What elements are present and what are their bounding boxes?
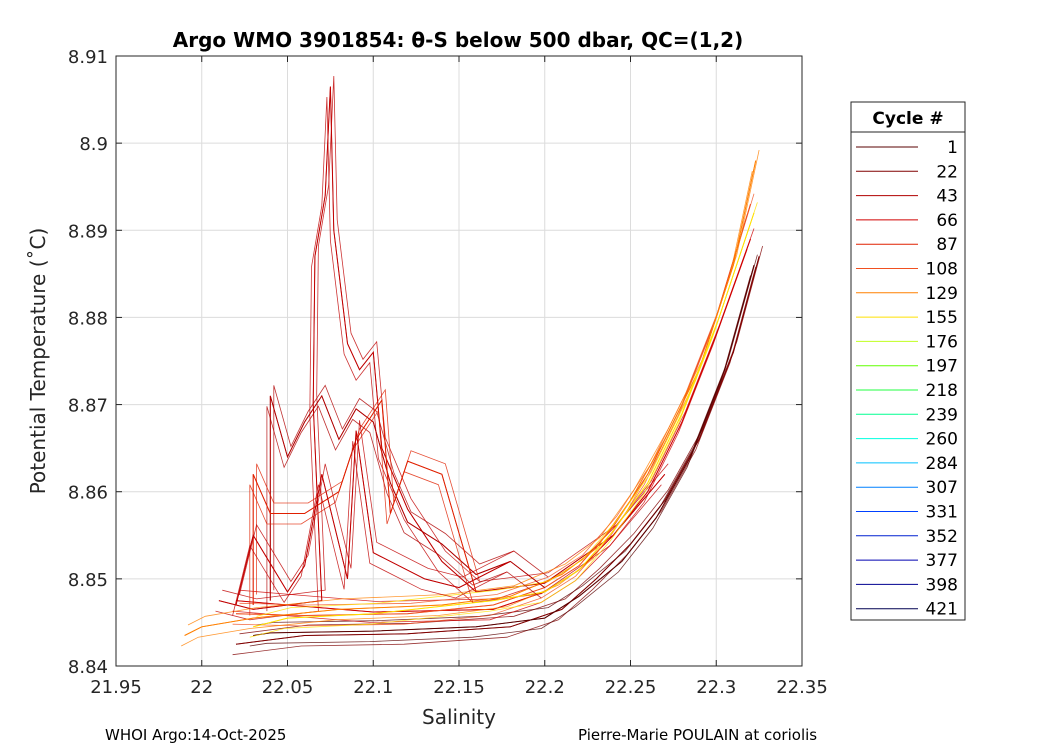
series-line-profile-f-bundle bbox=[253, 212, 755, 628]
x-axis-label: Salinity bbox=[422, 705, 496, 729]
series-line-profile-spike-bundle bbox=[218, 86, 666, 610]
legend-label: 176 bbox=[926, 332, 958, 352]
x-tick-label: 22.35 bbox=[776, 677, 828, 698]
series-line-profile-b-bundle bbox=[253, 264, 755, 636]
series-line-profile-g-bundle bbox=[273, 384, 549, 591]
y-tick-label: 8.88 bbox=[68, 308, 108, 329]
legend-label: 260 bbox=[926, 430, 958, 450]
x-tick-label: 22.25 bbox=[605, 677, 657, 698]
x-tick-label: 22.3 bbox=[696, 677, 736, 698]
x-tick-label: 21.95 bbox=[90, 677, 142, 698]
legend: Cycle # 1 22 43 66 87 108 129 155 176 197 218 239 26… bbox=[850, 101, 966, 621]
legend-label: 66 bbox=[936, 211, 958, 231]
series-line-profile-d-bundle bbox=[232, 214, 748, 627]
legend-label: 129 bbox=[926, 284, 958, 304]
series-line-profile-i-bundle bbox=[235, 430, 511, 606]
series-line-profile-d-bundle bbox=[239, 193, 755, 606]
series-line-profile-b bbox=[253, 264, 755, 636]
legend-label: 352 bbox=[926, 527, 958, 547]
legend-label: 108 bbox=[926, 260, 958, 280]
legend-title: Cycle # bbox=[872, 109, 943, 129]
legend-label: 43 bbox=[936, 187, 958, 207]
y-tick-label: 8.91 bbox=[68, 47, 108, 68]
legend-label: 218 bbox=[926, 381, 958, 401]
series-line-profile-d-bundle bbox=[235, 203, 751, 616]
series-line-profile-i-bundle bbox=[232, 441, 508, 616]
series-line-profile-a-bundle bbox=[235, 256, 760, 645]
y-axis-label: Potential Temperature (˚C) bbox=[26, 228, 50, 495]
legend-box bbox=[850, 101, 966, 621]
legend-label: 398 bbox=[926, 575, 958, 595]
x-tick-label: 22 bbox=[190, 677, 213, 698]
series-line-profile-b-bundle bbox=[249, 275, 751, 647]
legend-label: 331 bbox=[926, 503, 958, 523]
legend-label: 421 bbox=[926, 600, 958, 620]
legend-label: 1 bbox=[947, 138, 958, 158]
legend-label: 155 bbox=[926, 308, 958, 328]
series-line-profile-g-bundle bbox=[269, 395, 545, 601]
series-line-profile-f-bundle bbox=[256, 202, 758, 617]
y-tick-label: 8.87 bbox=[68, 396, 108, 417]
series-line-profile-f-bundle bbox=[249, 223, 751, 638]
y-tick-label: 8.9 bbox=[79, 134, 108, 155]
legend-label: 87 bbox=[936, 235, 958, 255]
y-tick-label: 8.89 bbox=[68, 221, 108, 242]
series-line-profile-spike-bundle bbox=[222, 75, 669, 600]
x-tick-label: 22.2 bbox=[525, 677, 565, 698]
footer-right: Pierre-Marie POULAIN at coriolis bbox=[578, 726, 818, 744]
series-line-profile-a-bundle bbox=[232, 266, 757, 656]
y-tick-label: 8.86 bbox=[68, 483, 108, 504]
legend-label: 284 bbox=[926, 454, 958, 474]
series-line-profile-c-bundle bbox=[232, 249, 748, 623]
series-line-profile-spike-bundle bbox=[215, 96, 662, 621]
chart-title: Argo WMO 3901854: θ-S below 500 dbar, QC… bbox=[173, 28, 743, 52]
x-ticks: 21.95 22 22.05 22.1 22.15 22.2 22.25 22.3 22.35 bbox=[90, 56, 828, 698]
x-tick-label: 22.1 bbox=[353, 677, 393, 698]
series-group bbox=[181, 75, 763, 656]
series-line-profile-b-bundle bbox=[256, 254, 758, 626]
y-ticks: 8.84 8.85 8.86 8.87 8.88 8.89 8.9 8.91 bbox=[68, 47, 802, 678]
legend-label: 22 bbox=[936, 162, 958, 182]
series-line-profile-h-bundle bbox=[256, 388, 480, 595]
x-tick-label: 22.15 bbox=[433, 677, 485, 698]
legend-label: 377 bbox=[926, 551, 958, 571]
y-tick-label: 8.85 bbox=[68, 570, 108, 591]
legend-label: 239 bbox=[926, 405, 958, 425]
legend-label: 197 bbox=[926, 357, 958, 377]
x-tick-label: 22.05 bbox=[262, 677, 314, 698]
footer-left: WHOI Argo:14-Oct-2025 bbox=[105, 726, 287, 744]
y-tick-label: 8.84 bbox=[68, 657, 108, 678]
legend-label: 307 bbox=[926, 478, 958, 498]
series-line-profile-i-bundle bbox=[239, 420, 515, 595]
